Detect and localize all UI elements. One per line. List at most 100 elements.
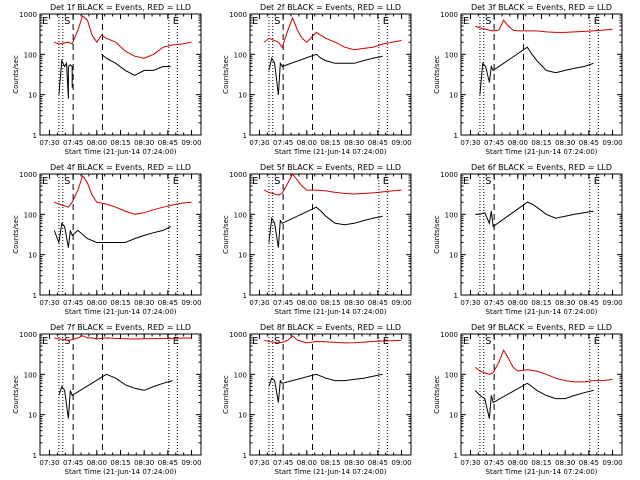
y-tick-label: 100 (234, 51, 247, 59)
y-tick-label: 10 (449, 252, 458, 260)
y-tick-label: 1 (243, 292, 247, 300)
y-tick-label: 10 (449, 412, 458, 420)
x-tick-label: 09:00 (391, 459, 411, 467)
x-axis-label: Start Time (21-Jun-14 07:24:00) (486, 308, 598, 316)
x-tick-label: 08:45 (158, 139, 178, 147)
x-tick-label: 07:30 (460, 299, 480, 307)
x-tick-label: 09:00 (602, 139, 622, 147)
x-tick-label: 07:45 (273, 459, 293, 467)
lld-series-line (263, 16, 402, 51)
panel-6: Det 6f BLACK = Events, RED = LLD 1 10 100 10… (433, 163, 623, 316)
marker-label-s: S (485, 336, 491, 347)
marker-label-s: S (64, 176, 70, 187)
lld-series-line (475, 19, 613, 33)
x-tick-label: 08:30 (344, 139, 364, 147)
events-series-line (58, 53, 171, 99)
x-tick-label: 08:00 (87, 299, 107, 307)
y-tick-label: 10 (238, 412, 247, 420)
y-tick-label: 100 (234, 211, 247, 219)
x-axis-label: Start Time (21-Jun-14 07:24:00) (65, 148, 177, 156)
y-tick-label: 100 (24, 51, 37, 59)
chart-title: Det 8f BLACK = Events, RED = LLD (260, 323, 401, 332)
marker-label-s: S (274, 176, 280, 187)
marker-label-e: E (173, 16, 179, 27)
y-tick-label: 100 (445, 51, 458, 59)
y-axis-label: Counts/sec (433, 215, 441, 254)
x-tick-label: 07:30 (460, 139, 480, 147)
y-axis-label: Counts/sec (433, 375, 441, 414)
marker-label-e-left: E (463, 16, 469, 27)
marker-label-e: E (594, 176, 600, 187)
panel-9: Det 9f BLACK = Events, RED = LLD 1 10 100 10… (433, 323, 623, 476)
x-tick-label: 08:00 (297, 459, 317, 467)
chart-title: Det 2f BLACK = Events, RED = LLD (260, 3, 401, 12)
y-tick-label: 10 (28, 252, 37, 260)
events-series-line (53, 222, 171, 248)
x-axis-label: Start Time (21-Jun-14 07:24:00) (486, 148, 598, 156)
x-tick-label: 09:00 (391, 299, 411, 307)
y-tick-label: 1 (33, 132, 37, 140)
y-tick-label: 10 (449, 92, 458, 100)
y-tick-label: 1000 (19, 171, 37, 179)
x-tick-label: 08:30 (344, 299, 364, 307)
y-axis-label: Counts/sec (222, 55, 230, 94)
y-tick-label: 1 (33, 452, 37, 460)
y-axis-label: Counts/sec (222, 375, 230, 414)
marker-label-e: E (383, 336, 389, 347)
x-tick-label: 07:45 (484, 139, 504, 147)
panel-4: Det 4f BLACK = Events, RED = LLD 1 10 100 10… (12, 163, 202, 316)
x-tick-label: 08:30 (134, 459, 154, 467)
marker-label-s: S (274, 336, 280, 347)
x-tick-label: 07:45 (484, 459, 504, 467)
y-axis-label: Counts/sec (222, 215, 230, 254)
y-tick-label: 1000 (229, 331, 247, 339)
events-series-line (474, 382, 594, 419)
x-tick-label: 08:45 (368, 299, 388, 307)
x-tick-label: 09:00 (181, 459, 201, 467)
x-tick-label: 08:15 (320, 139, 340, 147)
chart-title: Det 3f BLACK = Events, RED = LLD (471, 3, 612, 12)
x-tick-label: 08:45 (368, 459, 388, 467)
chart-title: Det 9f BLACK = Events, RED = LLD (471, 323, 612, 332)
x-tick-label: 08:15 (110, 459, 130, 467)
panel-3: Det 3f BLACK = Events, RED = LLD 1 10 100 10… (433, 3, 623, 156)
panel-1: Det 1f BLACK = Events, RED = LLD 1 10 100 10… (12, 3, 202, 156)
y-tick-label: 1000 (229, 11, 247, 19)
x-tick-label: 08:30 (555, 299, 575, 307)
x-tick-label: 08:45 (579, 139, 599, 147)
y-tick-label: 1 (243, 132, 247, 140)
x-tick-label: 07:30 (39, 139, 59, 147)
x-tick-label: 09:00 (602, 459, 622, 467)
x-tick-label: 08:00 (87, 139, 107, 147)
chart-title: Det 4f BLACK = Events, RED = LLD (50, 163, 191, 172)
y-tick-label: 10 (28, 92, 37, 100)
x-tick-label: 07:30 (249, 459, 269, 467)
y-tick-label: 100 (445, 211, 458, 219)
marker-label-e-left: E (463, 336, 469, 347)
marker-label-e: E (594, 336, 600, 347)
y-axis-label: Counts/sec (433, 55, 441, 94)
y-tick-label: 100 (234, 371, 247, 379)
x-axis-label: Start Time (21-Jun-14 07:24:00) (275, 148, 387, 156)
y-tick-label: 100 (24, 371, 37, 379)
events-series-line (58, 373, 173, 419)
y-tick-label: 10 (28, 412, 37, 420)
marker-label-e: E (594, 16, 600, 27)
marker-label-s: S (485, 16, 491, 27)
x-tick-label: 08:00 (297, 299, 317, 307)
x-tick-label: 08:00 (508, 139, 528, 147)
events-series-line (475, 201, 594, 228)
x-tick-label: 07:45 (273, 139, 293, 147)
x-tick-label: 08:30 (555, 459, 575, 467)
x-tick-label: 08:15 (531, 459, 551, 467)
chart-title: Det 1f BLACK = Events, RED = LLD (50, 3, 191, 12)
x-tick-label: 08:00 (297, 139, 317, 147)
chart-title: Det 6f BLACK = Events, RED = LLD (471, 163, 612, 172)
events-series-line (479, 46, 594, 95)
x-tick-label: 07:45 (63, 459, 83, 467)
y-tick-label: 1000 (229, 171, 247, 179)
y-tick-label: 1000 (440, 11, 458, 19)
marker-label-e-left: E (252, 336, 258, 347)
x-tick-label: 08:00 (508, 459, 528, 467)
